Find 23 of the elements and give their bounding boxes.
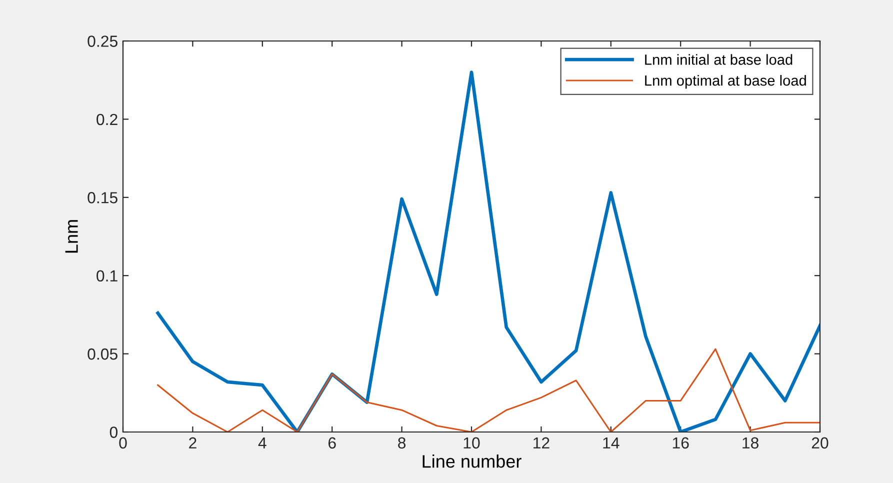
x-tick-label: 20 [812, 437, 828, 449]
legend-label: Lnm initial at base load [645, 54, 792, 65]
x-axis-title: Line number [422, 454, 522, 468]
x-tick-label: 14 [603, 437, 620, 448]
x-tick-label: 8 [398, 437, 406, 449]
x-tick-label: 18 [742, 437, 758, 449]
legend-label: Lnm optimal at base load [645, 75, 806, 89]
x-tick-label: 12 [534, 437, 550, 448]
x-tick-label: 4 [258, 437, 266, 448]
y-tick-label: 0.05 [88, 348, 118, 360]
y-tick-label: 0.15 [88, 192, 118, 204]
x-tick-label: 16 [672, 437, 689, 449]
line-series [157, 348, 820, 432]
y-axis-title: Lnm [65, 220, 78, 253]
y-tick-label: 0 [110, 426, 118, 438]
line-series [156, 70, 820, 432]
x-tick-label: 2 [189, 437, 196, 448]
x-tick-label: 10 [464, 437, 480, 449]
x-tick-label: 6 [328, 437, 336, 449]
y-tick-label: 0.25 [88, 36, 118, 47]
y-tick-label: 0.2 [96, 114, 118, 126]
y-tick-label: 0.1 [96, 270, 118, 282]
x-tick-label: 0 [119, 437, 127, 449]
